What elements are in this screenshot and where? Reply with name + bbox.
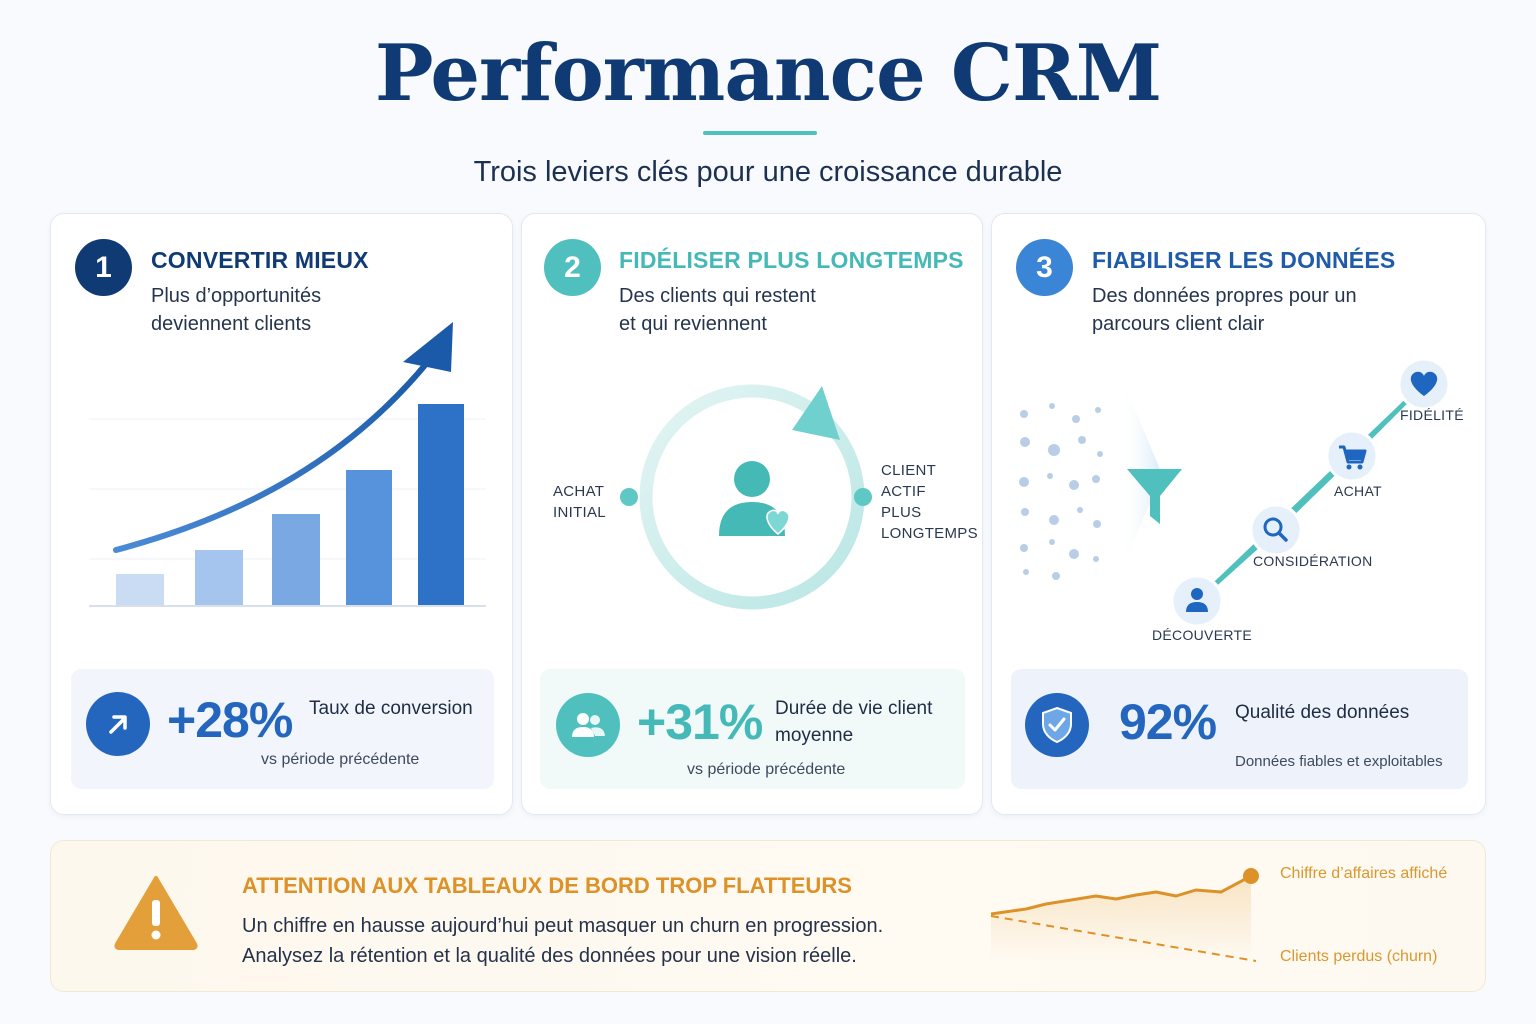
cycle-label-line: LONGTEMPS xyxy=(881,525,978,542)
stat-box: +28% Taux de conversion vs période précé… xyxy=(71,669,494,789)
growth-arrow-icon xyxy=(113,361,429,553)
stat-label: Taux de conversion xyxy=(309,698,473,719)
cycle-label-line: CLIENT xyxy=(881,462,937,479)
data-dots xyxy=(1019,403,1103,580)
card-description-line: deviennent clients xyxy=(151,313,312,335)
heart-icon xyxy=(1397,357,1451,411)
stat-subtext: Données fiables et exploitables xyxy=(1235,753,1443,770)
bar xyxy=(418,404,464,605)
revenue-vs-churn-sparkline xyxy=(990,868,1259,962)
stat-box: 92% Qualité des données Données fiables … xyxy=(1011,669,1468,789)
cycle-arrow-icon xyxy=(792,386,840,440)
card-retain: 2 FIDÉLISER PLUS LONGTEMPS Des clients q… xyxy=(521,213,983,815)
card-title: CONVERTIR MIEUX xyxy=(151,247,369,273)
revenue-line xyxy=(990,874,1252,916)
card-title: FIABILISER LES DONNÉES xyxy=(1092,247,1396,273)
cycle-label-line: INITIAL xyxy=(553,504,606,521)
warning-title: ATTENTION AUX TABLEAUX DE BORD TROP FLAT… xyxy=(242,873,852,898)
step-number-badge: 3 xyxy=(1016,239,1073,296)
journey-step-label: FIDÉLITÉ xyxy=(1400,407,1464,423)
stat-label: Qualité des données xyxy=(1235,702,1410,723)
stat-value: +31% xyxy=(637,694,763,750)
card-description: Des données propres pour un parcours cli… xyxy=(1092,282,1357,338)
card-description-line: Des clients qui restent xyxy=(619,285,816,307)
card-description: Plus d’opportunités deviennent clients xyxy=(151,282,321,338)
bar xyxy=(272,514,320,605)
journey-step-label: DÉCOUVERTE xyxy=(1152,627,1252,643)
card-data-quality: 3 FIABILISER LES DONNÉES Des données pro… xyxy=(991,213,1486,815)
warning-icon xyxy=(114,876,198,950)
warning-text-line: Un chiffre en hausse aujourd’hui peut ma… xyxy=(242,915,884,937)
stat-label-line: Durée de vie client xyxy=(775,698,933,719)
churn-line xyxy=(990,915,1257,962)
user-icon xyxy=(1170,574,1224,628)
journey-step-label: ACHAT xyxy=(1334,483,1382,499)
cycle-label-initial: ACHAT INITIAL xyxy=(553,481,606,523)
warning-text-line: Analysez la rétention et la qualité des … xyxy=(242,945,857,967)
cycle-label-line: ACTIF xyxy=(881,483,926,500)
stat-label-line: moyenne xyxy=(775,725,854,746)
growth-chart-illustration xyxy=(89,322,486,607)
retention-cycle-illustration xyxy=(620,384,872,610)
stat-subtext: vs période précédente xyxy=(261,751,420,768)
step-number-badge: 1 xyxy=(75,239,132,296)
shield-check-icon xyxy=(1025,693,1089,757)
page-title: Performance CRM xyxy=(374,28,1162,119)
card-convert: 1 CONVERTIR MIEUX Plus d’opportunités de… xyxy=(50,213,513,815)
legend-churn: Clients perdus (churn) xyxy=(1280,948,1438,965)
journey-step-label: CONSIDÉRATION xyxy=(1253,553,1373,569)
cart-icon xyxy=(1325,429,1379,483)
stat-value: +28% xyxy=(167,692,293,748)
card-description-line: Des données propres pour un xyxy=(1092,285,1357,307)
title-underline xyxy=(703,131,817,135)
stat-value: 92% xyxy=(1119,694,1217,750)
card-description-line: et qui reviennent xyxy=(619,313,767,335)
step-number-badge: 2 xyxy=(544,239,601,296)
arrow-up-icon xyxy=(86,692,150,756)
stat-label: Durée de vie client moyenne xyxy=(775,695,932,749)
stat-subtext: vs période précédente xyxy=(687,761,846,778)
bar xyxy=(116,574,164,605)
cycle-label-line: ACHAT xyxy=(553,483,605,500)
cycle-label-line: PLUS xyxy=(881,504,922,521)
user-heart-icon xyxy=(719,461,790,536)
bar xyxy=(346,470,392,605)
legend-revenue: Chiffre d’affaires affiché xyxy=(1280,865,1448,882)
page-subtitle: Trois leviers clés pour une croissance d… xyxy=(473,156,1063,188)
card-description-line: Plus d’opportunités xyxy=(151,285,322,307)
card-description-line: parcours client clair xyxy=(1092,313,1265,335)
warning-text: Un chiffre en hausse aujourd’hui peut ma… xyxy=(242,911,883,971)
card-title: FIDÉLISER PLUS LONGTEMPS xyxy=(619,247,964,273)
warning-banner: ATTENTION AUX TABLEAUX DE BORD TROP FLAT… xyxy=(50,840,1486,992)
data-journey-illustration xyxy=(1019,357,1451,628)
stat-box: +31% Durée de vie client moyenne vs péri… xyxy=(540,669,965,789)
cycle-label-active: CLIENT ACTIF PLUS LONGTEMPS xyxy=(881,460,978,544)
bar xyxy=(195,550,243,605)
card-description: Des clients qui restent et qui reviennen… xyxy=(619,282,816,338)
search-icon xyxy=(1249,503,1303,557)
funnel-icon xyxy=(1127,469,1182,524)
users-icon xyxy=(556,693,620,757)
